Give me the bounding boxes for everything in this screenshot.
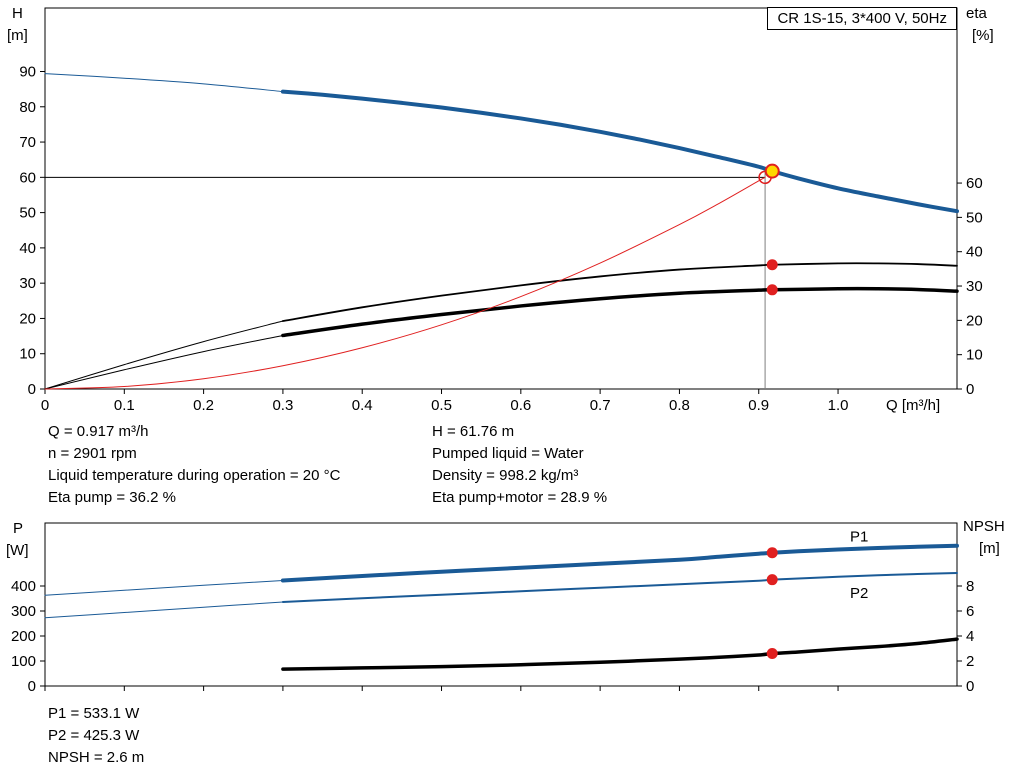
y-left-tick-label: 400	[11, 578, 36, 595]
x-tick-label: 0.5	[431, 397, 452, 414]
y-left-tick-label: 100	[11, 653, 36, 670]
x-tick-label: 0	[41, 397, 49, 414]
power-npsh-chart: 0 100 200 300 400 0 2 4 6 8 P1 P2	[11, 522, 974, 695]
y-right-tick-label: 4	[966, 628, 974, 645]
q-axis-title: Q [m³/h]	[886, 397, 941, 414]
y-left-tick-label: 10	[19, 346, 36, 363]
eta-axis-title: eta	[966, 5, 987, 22]
operating-point	[764, 163, 780, 179]
y-right-tick-label: 0	[966, 678, 974, 695]
readout-liquid-temperature: Liquid temperature during operation = 20…	[48, 467, 341, 484]
p-axis-unit: [W]	[6, 542, 29, 559]
eta-pump-motor-curve	[281, 286, 959, 338]
y-left-tick-label: 80	[19, 99, 36, 116]
y-left-tick-label: 70	[19, 134, 36, 151]
y-right-tick-label: 20	[966, 312, 983, 329]
npsh-curve	[281, 637, 959, 671]
y-left-tick-label: 0	[28, 381, 36, 398]
p-axis-title: P	[13, 520, 24, 537]
h-axis-title: H	[12, 5, 23, 22]
p2-curve	[281, 572, 958, 603]
y-left-tick-label: 20	[19, 310, 36, 327]
readout-speed: n = 2901 rpm	[48, 445, 137, 462]
y-left-tick-label: 40	[19, 240, 36, 257]
y-left-tick-label: 30	[19, 275, 36, 292]
x-tick-label: 0.8	[669, 397, 690, 414]
readout-q: Q = 0.917 m³/h	[48, 423, 149, 440]
eta-pump-curve	[282, 262, 958, 322]
npsh-axis-title: NPSH	[963, 518, 1005, 535]
p1-label: P1	[850, 529, 868, 546]
eta-pump-extrapolated	[44, 320, 284, 390]
readout-column-bottom: P1 = 533.1 W P2 = 425.3 W NPSH = 2.6 m	[48, 703, 144, 769]
y-right-tick-label: 0	[966, 381, 974, 398]
hq-eta-chart: 0 10 20 30 40 50 60 70 80 90 0 10 20 30 40 50 60 0 0.1 0.2 0…	[19, 7, 983, 414]
y-left-tick-label: 200	[11, 628, 36, 645]
y-right-tick-label: 50	[966, 209, 983, 226]
x-tick-label: 0.7	[590, 397, 611, 414]
p2-label: P2	[850, 585, 868, 602]
y-right-tick-label: 6	[966, 603, 974, 620]
p1-extrapolated	[44, 580, 284, 596]
readout-column-left: Q = 0.917 m³/h n = 2901 rpm Liquid tempe…	[48, 421, 340, 509]
y-left-tick-label: 0	[28, 678, 36, 695]
hq-eta-frame	[44, 7, 958, 390]
npsh-point	[766, 648, 778, 659]
npsh-axis-unit: [m]	[979, 540, 1000, 557]
x-tick-label: 0.9	[748, 397, 769, 414]
system-curve	[44, 176, 766, 390]
p2-extrapolated	[44, 601, 284, 619]
eta-axis-unit: [%]	[972, 27, 994, 44]
readout-p1: P1 = 533.1 W	[48, 705, 140, 722]
y-right-tick-label: 40	[966, 244, 983, 261]
p1-curve	[280, 543, 959, 583]
y-left-tick-label: 60	[19, 169, 36, 186]
readout-column-right: H = 61.76 m Pumped liquid = Water Densit…	[432, 421, 607, 509]
eta-pump-motor-point	[766, 284, 778, 296]
h-axis-unit: [m]	[7, 27, 28, 44]
readout-p2: P2 = 425.3 W	[48, 727, 140, 744]
x-tick-label: 1.0	[828, 397, 849, 414]
y-right-tick-label: 2	[966, 653, 974, 670]
y-left-tick-label: 50	[19, 205, 36, 222]
y-left-tick-label: 90	[19, 64, 36, 81]
readout-npsh: NPSH = 2.6 m	[48, 749, 145, 766]
x-tick-label: 0.4	[352, 397, 373, 414]
y-right-tick-label: 30	[966, 278, 983, 295]
readout-density: Density = 998.2 kg/m³	[432, 467, 579, 484]
eta-pump-point	[766, 259, 778, 271]
x-tick-label: 0.1	[114, 397, 135, 414]
p2-point	[766, 574, 778, 586]
x-tick-label: 0.3	[272, 397, 293, 414]
x-tick-label: 0.6	[510, 397, 531, 414]
readout-eta-pump: Eta pump = 36.2 %	[48, 489, 176, 506]
readout-eta-pump-motor: Eta pump+motor = 28.9 %	[432, 489, 608, 506]
h-curve-extrapolated	[44, 73, 284, 93]
x-tick-label: 0.2	[193, 397, 214, 414]
power-npsh-frame	[44, 522, 958, 687]
p1-point	[766, 547, 778, 559]
readout-pumped-liquid: Pumped liquid = Water	[432, 445, 584, 462]
y-right-tick-label: 8	[966, 578, 974, 595]
y-left-tick-label: 300	[11, 603, 36, 620]
pump-title-box: CR 1S-15, 3*400 V, 50Hz	[767, 7, 957, 30]
y-right-tick-label: 60	[966, 175, 983, 192]
eta-pump-motor-extrapolated	[44, 334, 284, 390]
readout-head: H = 61.76 m	[432, 423, 515, 440]
h-curve	[280, 89, 959, 214]
y-right-tick-label: 10	[966, 347, 983, 364]
